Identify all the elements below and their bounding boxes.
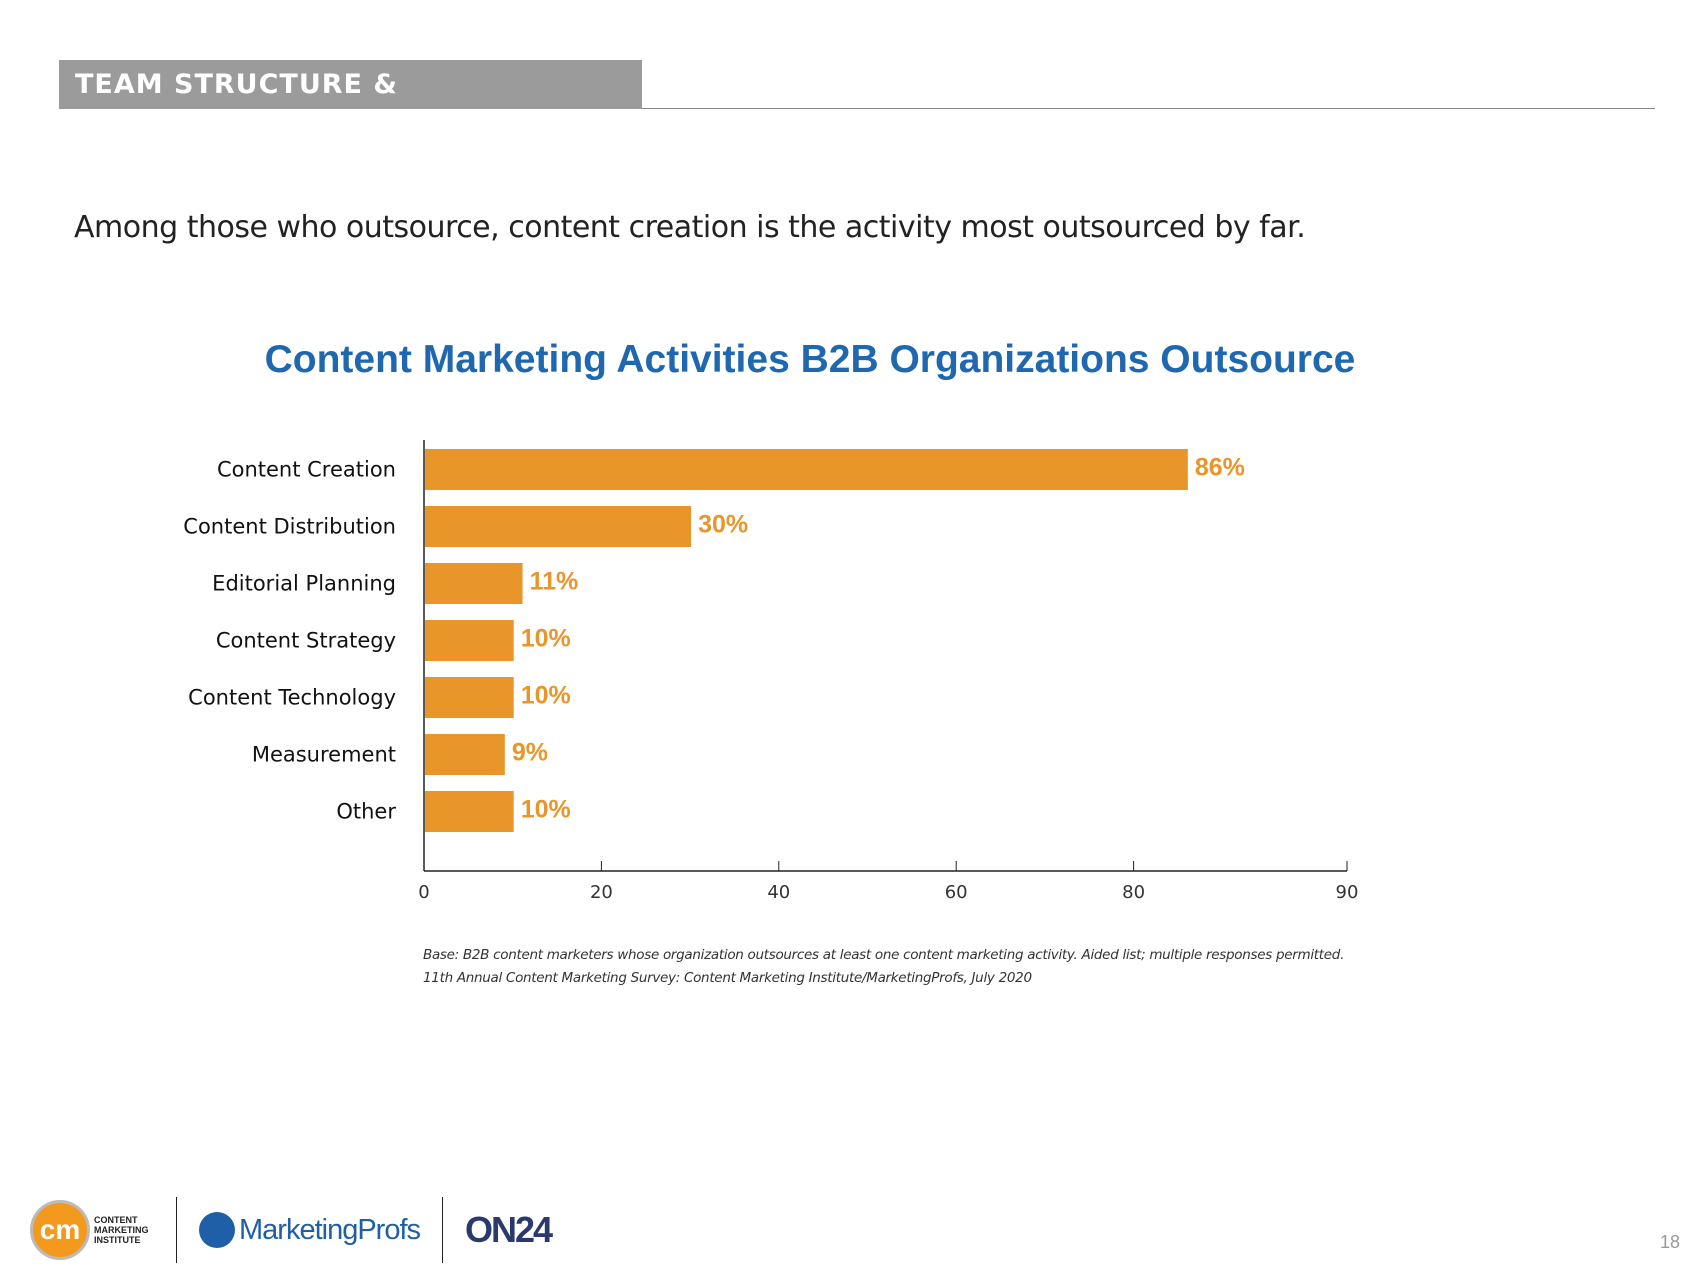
bar <box>425 620 514 661</box>
bar <box>425 734 505 775</box>
data-label: 9% <box>512 739 548 767</box>
logo-divider <box>176 1197 177 1263</box>
category-label: Content Creation <box>217 458 396 482</box>
marketingprofs-mark <box>199 1212 235 1248</box>
on24-logo: ON24 <box>465 1209 553 1250</box>
section-header: TEAM STRUCTURE & OUTSOURCING <box>59 60 642 149</box>
data-label: 86% <box>1195 454 1245 482</box>
category-label: Other <box>336 800 396 824</box>
bar <box>425 506 692 547</box>
bar <box>425 563 523 604</box>
cmi-mark: cm <box>30 1200 90 1260</box>
cmi-logo: cm CONTENT MARKETING INSTITUTE <box>30 1200 154 1260</box>
footnote-source: 11th Annual Content Marketing Survey: Co… <box>423 970 1032 986</box>
data-label: 10% <box>521 682 571 710</box>
footnote-base: Base: B2B content marketers whose organi… <box>423 947 1345 963</box>
category-label: Editorial Planning <box>212 572 396 596</box>
data-label: 10% <box>521 796 571 824</box>
x-tick-label: 0 <box>418 882 429 903</box>
x-tick-label: 40 <box>767 882 790 903</box>
category-label: Content Distribution <box>183 515 396 539</box>
data-label: 30% <box>698 511 748 539</box>
marketingprofs-logo: MarketingProfs <box>199 1212 421 1248</box>
x-tick-label: 80 <box>1122 882 1145 903</box>
bar <box>425 791 514 832</box>
data-label: 11% <box>530 568 579 596</box>
x-tick-label: 90 <box>1336 882 1359 903</box>
category-label: Content Technology <box>188 686 396 710</box>
bar <box>425 677 514 718</box>
bar-chart: 0 20 40 60 80 90 Content Creation 86% Content Di… <box>183 440 1359 903</box>
page-number: 18 <box>1660 1232 1681 1252</box>
category-label: Content Strategy <box>216 629 396 653</box>
x-tick-label: 60 <box>945 882 968 903</box>
x-tick-label: 20 <box>590 882 613 903</box>
bar <box>425 449 1188 490</box>
marketingprofs-wordmark: MarketingProfs <box>239 1213 421 1246</box>
data-label: 10% <box>521 625 571 653</box>
logo-divider <box>442 1197 444 1263</box>
chart-title: Content Marketing Activities B2B Organiz… <box>264 338 1356 381</box>
header-divider <box>642 108 1655 109</box>
category-label: Measurement <box>252 743 396 767</box>
slide-subtitle: Among those who outsource, content creat… <box>74 210 1306 245</box>
footer-logos: cm CONTENT MARKETING INSTITUTE Marketing… <box>30 1195 553 1265</box>
cmi-wordmark: CONTENT MARKETING INSTITUTE <box>94 1215 149 1245</box>
